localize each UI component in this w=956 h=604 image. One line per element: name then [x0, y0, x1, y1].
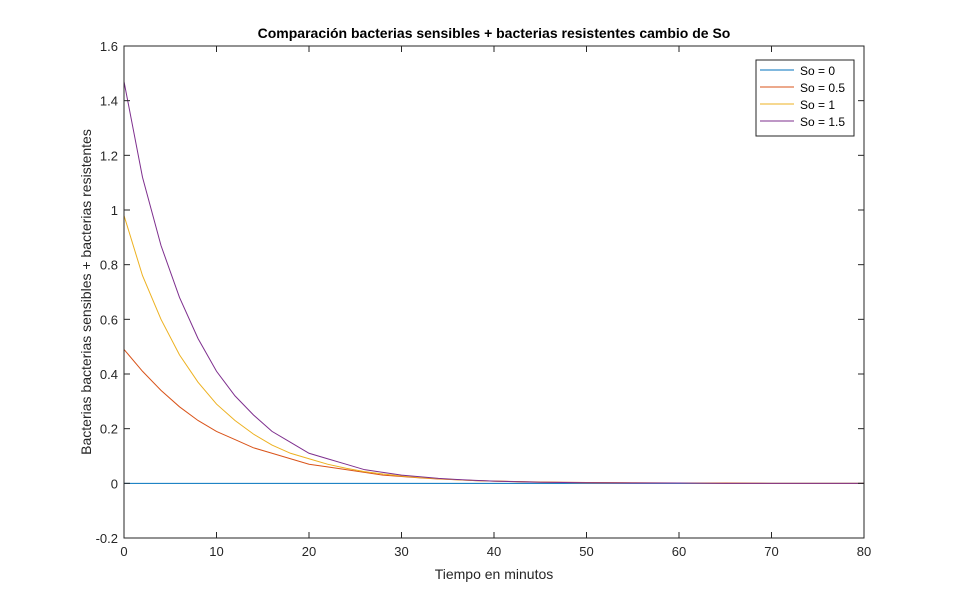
legend-label: So = 1.5 — [800, 115, 845, 129]
legend: So = 0 So = 0.5 So = 1 So = 1.5 — [755, 59, 855, 137]
y-tick-label: 1.6 — [100, 39, 118, 54]
x-tick-label: 70 — [764, 544, 778, 559]
y-axis-label: Bacterias bacterias sensibles + bacteria… — [78, 129, 94, 455]
x-tick-label: 20 — [302, 544, 316, 559]
y-tick-label: 0.2 — [100, 422, 118, 437]
x-tick-label: 50 — [579, 544, 593, 559]
ticks-layer: 0 10 20 30 40 50 60 70 80-0.200.20.40.60.811.21.… — [96, 39, 872, 559]
series-line-4 — [123, 81, 864, 484]
y-tick-label: 0.8 — [100, 258, 118, 273]
plot-area — [124, 46, 864, 538]
x-tick-label: 0 — [120, 544, 127, 559]
series-layer — [123, 81, 864, 484]
y-tick-label: 1.4 — [100, 94, 118, 109]
x-tick-label: 40 — [487, 544, 501, 559]
y-tick-label: -0.2 — [96, 531, 118, 546]
y-tick-label: 0 — [111, 476, 118, 491]
y-tick-label: 1 — [111, 203, 118, 218]
x-tick-label: 10 — [209, 544, 223, 559]
axes-box — [123, 45, 865, 539]
y-tick-label: 1.2 — [100, 148, 118, 163]
chart-title: Comparación bacterias sensibles + bacter… — [258, 25, 731, 41]
legend-label: So = 0.5 — [800, 81, 845, 95]
x-axis-label: Tiempo en minutos — [435, 566, 554, 582]
legend-label: So = 0 — [800, 64, 835, 78]
x-tick-label: 60 — [672, 544, 686, 559]
legend-label: So = 1 — [800, 98, 835, 112]
plot-background — [124, 46, 864, 538]
x-tick-label: 80 — [857, 544, 871, 559]
legend-box — [755, 59, 855, 137]
y-tick-label: 0.6 — [100, 312, 118, 327]
y-tick-label: 0.4 — [100, 367, 118, 382]
x-tick-label: 30 — [394, 544, 408, 559]
